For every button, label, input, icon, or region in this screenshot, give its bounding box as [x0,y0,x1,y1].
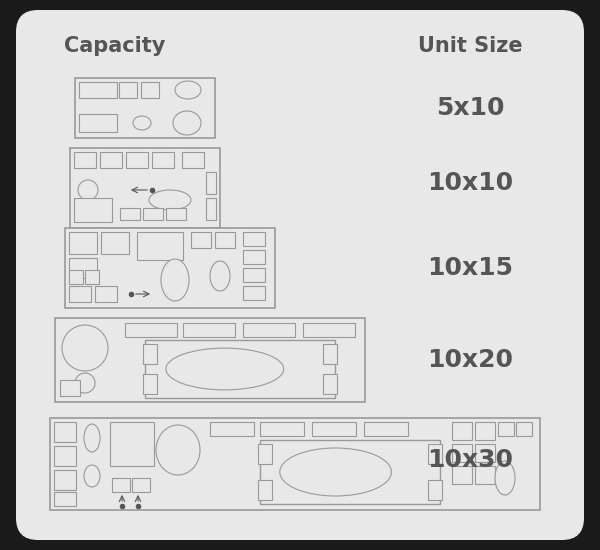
Ellipse shape [175,81,201,99]
FancyBboxPatch shape [16,10,584,540]
Bar [303,323,355,337]
Bar [69,258,97,278]
Ellipse shape [210,261,230,291]
Bar [126,152,148,168]
Bar [112,478,130,492]
Text: 5x10: 5x10 [436,96,504,120]
Bar [120,208,140,220]
Bar [243,323,295,337]
Bar [152,152,174,168]
Text: 10x20: 10x20 [427,348,513,372]
Bar [54,492,76,506]
Bar [428,480,442,500]
Bar [119,82,137,98]
Ellipse shape [173,111,201,135]
Bar [243,268,265,282]
Bar [206,172,216,194]
Bar [60,380,80,396]
Bar [69,270,83,284]
Ellipse shape [84,424,100,452]
Ellipse shape [75,373,95,393]
Ellipse shape [84,465,100,487]
Bar [210,422,254,436]
Ellipse shape [495,461,515,495]
Bar [475,444,495,462]
Bar [69,232,97,254]
Bar [323,374,337,394]
Bar [143,208,163,220]
Ellipse shape [156,425,200,475]
Text: 10x15: 10x15 [427,256,513,280]
Ellipse shape [133,116,151,130]
Ellipse shape [166,348,284,390]
Ellipse shape [62,325,108,371]
Bar [183,323,235,337]
Bar [166,208,186,220]
Text: 10x30: 10x30 [427,448,513,472]
Bar [475,422,495,440]
Bar [65,228,275,308]
Ellipse shape [161,259,189,301]
Bar [50,418,540,510]
Ellipse shape [149,190,191,210]
Ellipse shape [280,448,391,496]
Bar [79,114,117,132]
Bar [206,198,216,220]
Bar [260,440,440,504]
Bar [74,198,112,222]
Bar [125,323,177,337]
Bar [258,480,272,500]
Bar [100,152,122,168]
Bar [182,152,204,168]
Bar [312,422,356,436]
Bar [95,286,117,302]
Bar [452,422,472,440]
Bar [475,466,495,484]
Bar [191,232,211,248]
Text: Capacity: Capacity [64,36,166,56]
Bar [145,340,335,398]
Bar [143,374,157,394]
Bar [452,444,472,462]
Bar [54,422,76,442]
Bar [498,422,514,436]
Bar [137,232,183,260]
Bar [69,286,91,302]
Bar [79,82,117,98]
Bar [54,470,76,490]
Bar [85,270,99,284]
Bar [74,152,96,168]
Bar [55,318,365,402]
Bar [258,444,272,464]
Bar [215,232,235,248]
Bar [70,148,220,228]
Bar [243,286,265,300]
Text: 10x10: 10x10 [427,171,513,195]
Bar [101,232,129,254]
Bar [516,422,532,436]
Bar [243,232,265,246]
Ellipse shape [78,180,98,200]
Bar [428,444,442,464]
Bar [143,344,157,364]
Bar [452,466,472,484]
Bar [260,422,304,436]
Bar [141,82,159,98]
Bar [364,422,408,436]
Bar [323,344,337,364]
Bar [54,446,76,466]
Bar [75,78,215,138]
Bar [132,478,150,492]
Bar [110,422,154,466]
Text: Unit Size: Unit Size [418,36,523,56]
Bar [243,250,265,264]
